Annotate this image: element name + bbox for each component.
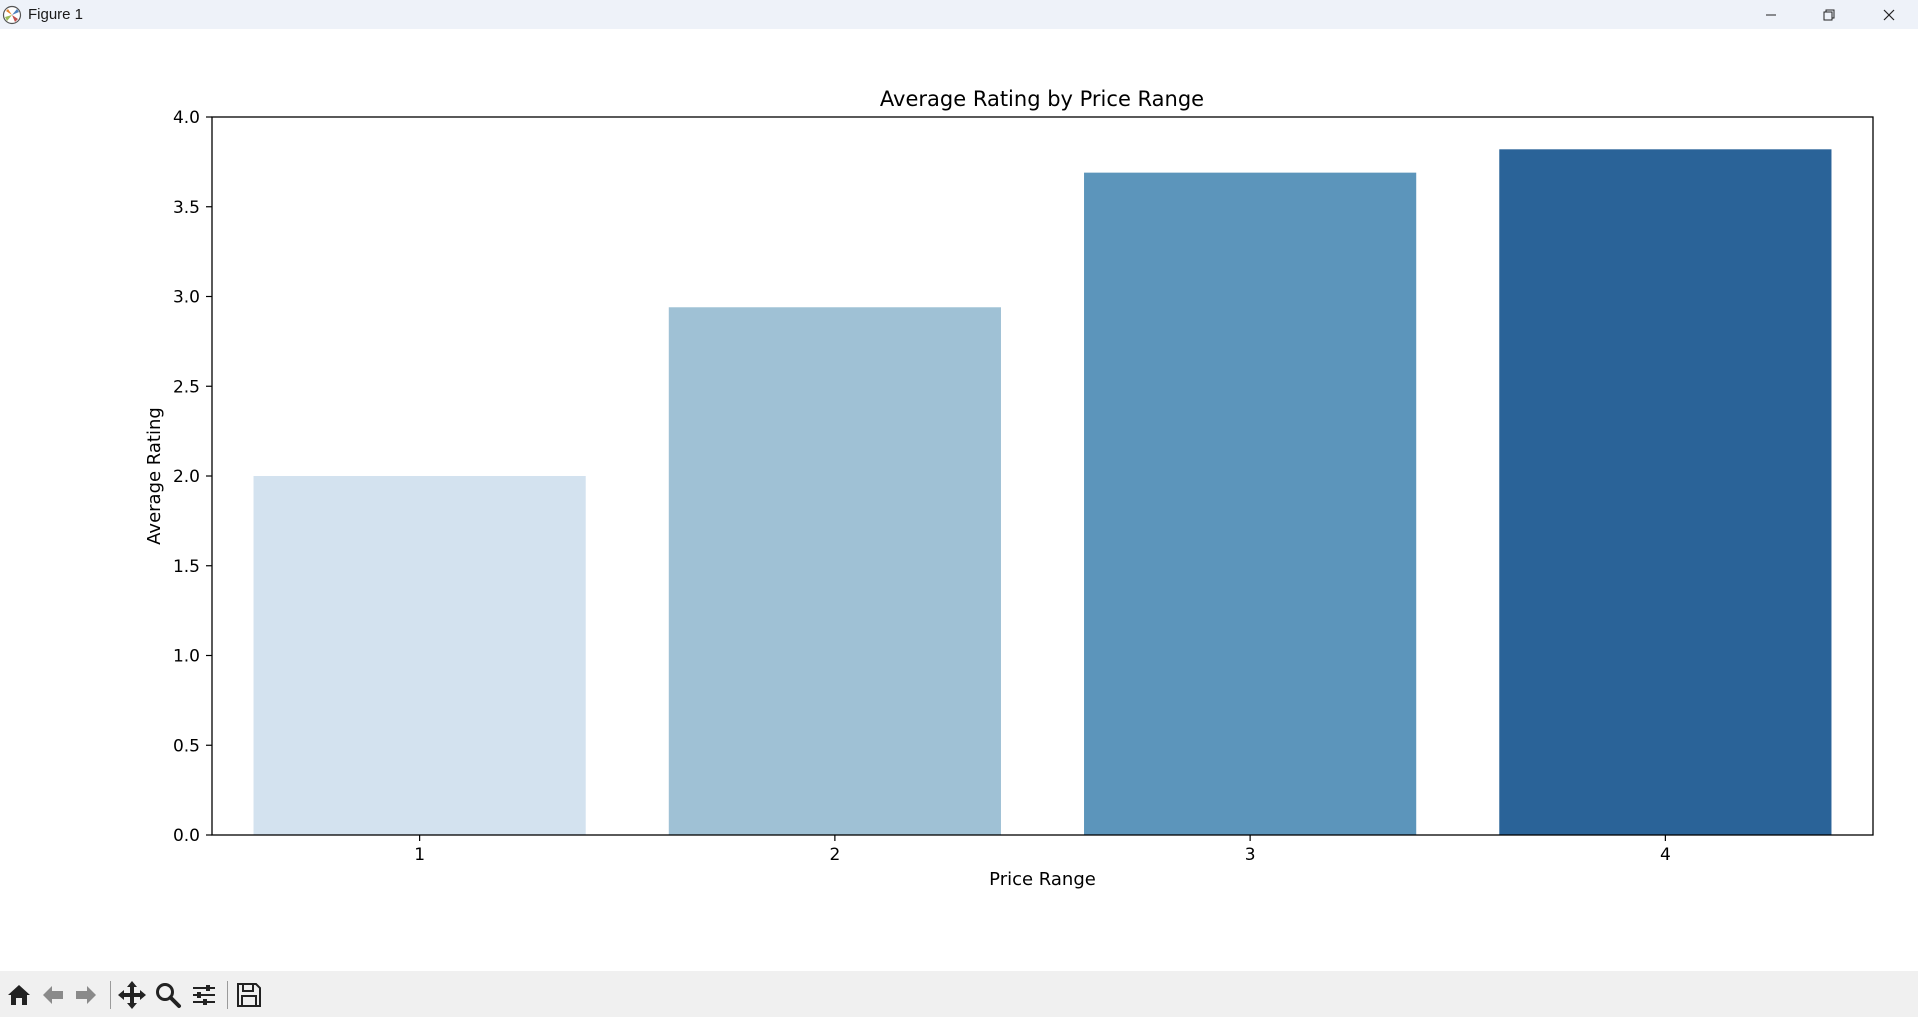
minimize-button[interactable] [1742,0,1800,29]
window-title: Figure 1 [28,6,84,23]
home-button[interactable] [3,979,35,1011]
move-icon [118,981,146,1009]
y-tick-label: 3.5 [173,198,200,218]
bar-2 [668,307,1001,835]
toolbar-separator [110,981,111,1009]
toolbar-separator [227,981,228,1009]
chart-title: Average Rating by Price Range [880,87,1204,111]
arrow-right-icon [76,986,96,1004]
minimize-icon [1766,14,1776,15]
bars [253,149,1832,835]
y-tick-label: 4.0 [173,108,200,128]
title-bar: Figure 1 [0,0,1918,29]
arrow-left-icon [43,986,63,1004]
close-button[interactable] [1860,0,1918,29]
figure-canvas[interactable]: Average Rating by Price Range 0.0 0.5 1.0 1… [0,29,1918,971]
save-button[interactable] [233,979,265,1011]
x-tick-label: 4 [1660,845,1671,865]
home-icon [8,985,30,1005]
maximize-button[interactable] [1800,0,1858,29]
bar-3 [1084,172,1417,835]
forward-button[interactable] [70,979,102,1011]
close-icon [1883,9,1895,20]
zoom-button[interactable] [152,979,184,1011]
y-tick-label: 3.0 [173,288,200,308]
y-axis: 0.0 0.5 1.0 1.5 2.0 2.5 3.0 3.5 4.0 [173,108,212,846]
y-tick-label: 0.0 [173,826,200,846]
x-axis-label: Price Range [989,869,1096,890]
y-tick-label: 2.5 [173,377,200,397]
y-tick-label: 0.5 [173,736,200,756]
bar-chart: Average Rating by Price Range 0.0 0.5 1.0 1… [144,87,1874,890]
back-button[interactable] [37,979,69,1011]
bar-1 [253,476,586,835]
plot-frame [211,116,1874,836]
matplotlib-icon [2,5,22,25]
x-tick-label: 3 [1245,845,1256,865]
x-tick-label: 1 [414,845,425,865]
magnifier-icon [156,983,181,1008]
floppy-disk-icon [237,983,261,1007]
restore-icon [1823,9,1835,20]
sliders-icon [193,985,215,1005]
configure-subplots-button[interactable] [188,979,220,1011]
bar-4 [1499,149,1832,835]
y-tick-label: 2.0 [173,467,200,487]
x-axis: 1 2 3 4 [414,835,1671,865]
y-axis-label: Average Rating [144,407,165,545]
pan-button[interactable] [116,979,148,1011]
y-tick-label: 1.5 [173,557,200,577]
navigation-toolbar [0,971,1918,1017]
x-tick-label: 2 [829,845,840,865]
y-tick-label: 1.0 [173,647,200,667]
